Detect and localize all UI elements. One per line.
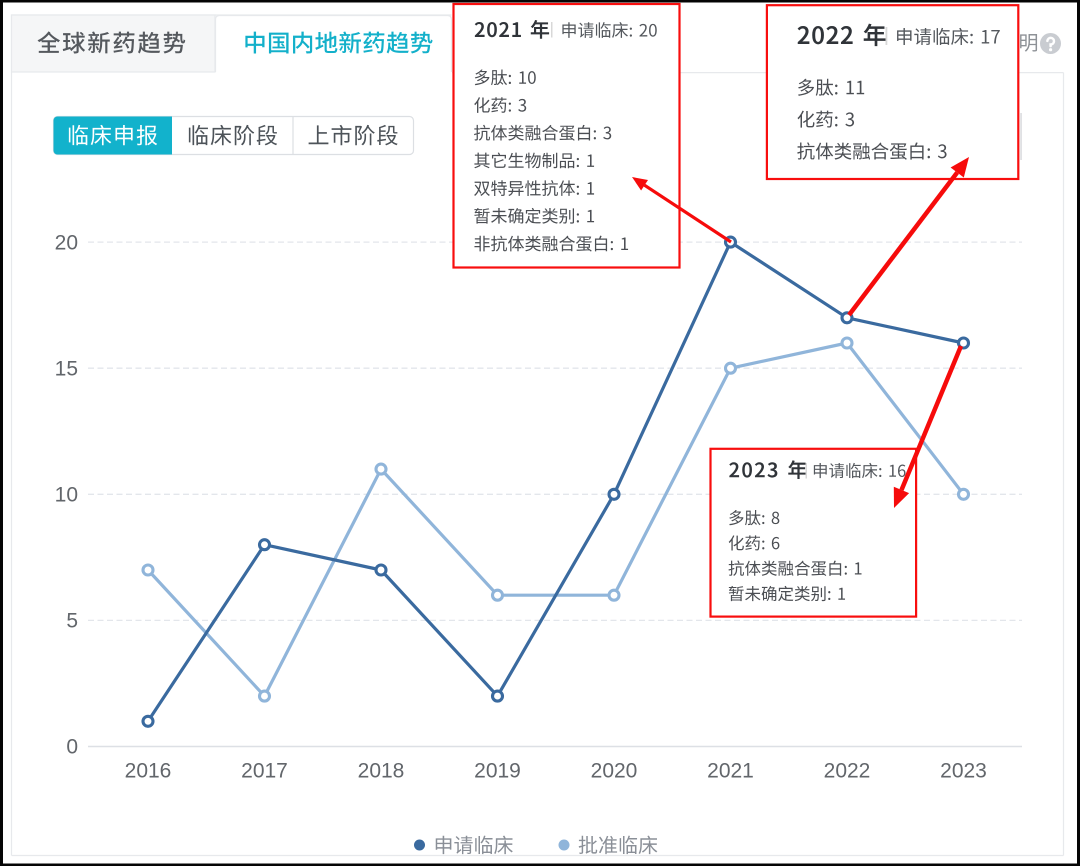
svg-text:5: 5: [66, 610, 78, 633]
svg-text:10: 10: [55, 484, 78, 507]
svg-text:2021: 2021: [707, 760, 754, 783]
svg-text:2022: 2022: [824, 760, 871, 783]
svg-text:2020: 2020: [591, 760, 638, 783]
svg-text:2016: 2016: [125, 760, 172, 783]
svg-text:2018: 2018: [358, 760, 405, 783]
svg-text:2023: 2023: [940, 760, 987, 783]
svg-text:2017: 2017: [241, 760, 288, 783]
svg-text:15: 15: [55, 357, 78, 380]
svg-text:0: 0: [66, 736, 78, 759]
svg-text:20: 20: [55, 231, 78, 254]
svg-text:2019: 2019: [474, 760, 521, 783]
